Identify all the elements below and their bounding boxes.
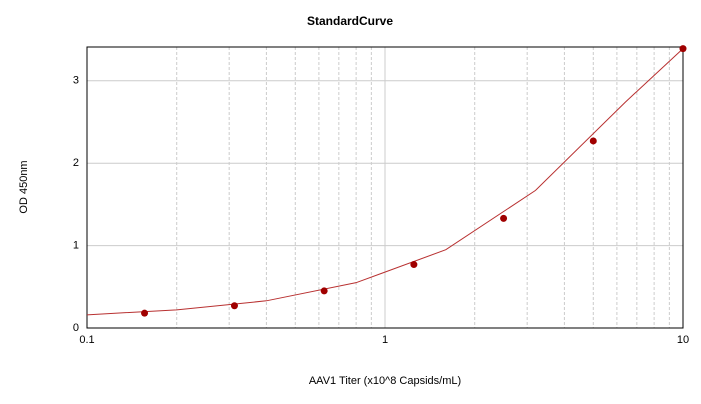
y-axis-label: OD 450nm: [18, 160, 30, 213]
data-point: [410, 261, 418, 269]
data-point: [679, 45, 687, 53]
x-axis-label: AAV1 Titer (x10^8 Capsids/mL): [309, 375, 461, 387]
data-point: [320, 287, 328, 295]
chart-title: StandardCurve: [307, 14, 393, 28]
x-tick-label: 0.1: [79, 334, 94, 346]
plot-frame: [86, 46, 684, 329]
data-point: [141, 309, 149, 317]
fit-curve: [86, 48, 684, 316]
x-tick-label: 1: [382, 334, 388, 346]
y-tick-label: 0: [73, 322, 79, 334]
data-point: [500, 214, 508, 222]
data-point: [589, 137, 597, 145]
y-tick-label: 2: [73, 157, 79, 169]
data-point: [230, 302, 238, 310]
x-tick-label: 10: [677, 334, 689, 346]
y-tick-label: 1: [73, 240, 79, 252]
y-tick-label: 3: [73, 75, 79, 87]
